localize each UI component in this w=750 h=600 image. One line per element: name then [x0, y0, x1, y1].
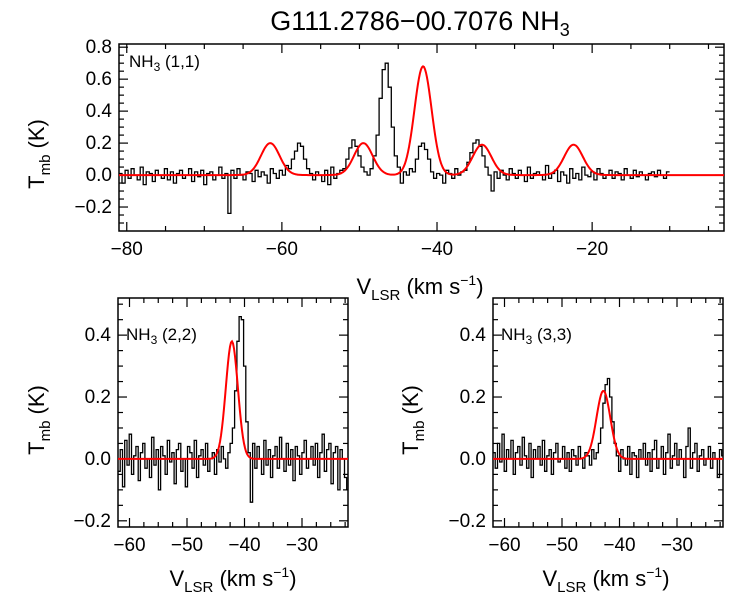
- nh3-22-xtick-label: −50: [171, 535, 203, 556]
- panel-nh3-11-label: NH3 (1,1): [129, 52, 200, 74]
- nh3-11-xtick-label: −80: [111, 239, 143, 260]
- panel-nh3-22-ylabel-main: T: [24, 441, 49, 454]
- panel-nh3-11-axes: [118, 43, 725, 232]
- panel-nh3-11-label-main: NH: [129, 52, 154, 71]
- panel-nh3-33-ylabel-sub: mb: [411, 421, 428, 442]
- panel-nh3-11-label-rest: (1,1): [160, 52, 200, 71]
- panel-nh3-11-xlabel-sub: LSR: [371, 287, 400, 304]
- panel-nh3-22-label: NH3 (2,2): [126, 325, 197, 347]
- nh3-33-ytick-label: 0.4: [460, 325, 487, 346]
- panel-nh3-33: −60 −50 −40 −30 −0.2 0.0 0.2 0.4 NH3 (3,3) VLSR…: [398, 297, 724, 596]
- panel-nh3-33-xlabel-sub: LSR: [557, 579, 586, 596]
- panel-nh3-11-label-sub: 3: [154, 60, 161, 74]
- panel-nh3-22-ylabel-sub: mb: [37, 421, 54, 442]
- panel-nh3-22-xlabel-end: ): [289, 566, 296, 591]
- panel-nh3-22-label-sub: 3: [151, 333, 158, 347]
- nh3-33-xtick-label: −30: [661, 535, 693, 556]
- nh3-11-frame: [118, 43, 725, 232]
- panel-nh3-22-xlabel-main: V: [169, 566, 184, 591]
- panel-nh3-33-ylabel: Tmb (K): [398, 385, 428, 455]
- nh3-11-ytick-label: 0.0: [86, 165, 112, 186]
- nh3-22-xtick-label: −60: [113, 535, 145, 556]
- panel-nh3-22-xlabel-sup: −1: [273, 564, 289, 580]
- panel-nh3-11: −80 −60 −40 −20 −0.2 0.0 0.2 0.4 0.6 0.8 NH3 (1,1…: [24, 37, 725, 304]
- panel-nh3-22-xlabel: VLSR (km s−1): [169, 564, 296, 596]
- nh3-22-ytick-label: 0.0: [85, 449, 111, 470]
- panel-nh3-22-fit-line: [118, 339, 348, 460]
- panel-nh3-33-ylabel-main: T: [398, 441, 423, 454]
- panel-nh3-33-xlabel-sup: −1: [646, 564, 662, 580]
- panel-nh3-33-xlabel-rest: (km s: [586, 566, 646, 591]
- panel-nh3-11-ylabel: Tmb (K): [24, 119, 54, 189]
- nh3-33-xtick-label: −40: [603, 535, 635, 556]
- panel-nh3-11-ylabel-main: T: [24, 175, 49, 188]
- panel-nh3-33-label-sub: 3: [526, 333, 533, 347]
- panel-nh3-33-label-rest: (3,3): [532, 325, 572, 344]
- panel-nh3-33-spectrum-line: [493, 377, 723, 479]
- nh3-33-ytick-label: −0.2: [448, 511, 486, 532]
- panel-nh3-33-label-main: NH: [501, 325, 526, 344]
- panel-nh3-11-xlabel-main: V: [356, 274, 371, 299]
- panel-nh3-33-xlabel: VLSR (km s−1): [542, 564, 669, 596]
- panel-nh3-11-ylabel-sub: mb: [37, 155, 54, 176]
- panel-nh3-22-label-rest: (2,2): [157, 325, 197, 344]
- panel-nh3-11-ticks: −80 −60 −40 −20 −0.2 0.0 0.2 0.4 0.6 0.8: [74, 37, 724, 260]
- panel-nh3-11-ylabel-rest: (K): [24, 119, 49, 154]
- panel-nh3-33-xlabel-end: ): [662, 566, 669, 591]
- panel-nh3-22-ylabel: Tmb (K): [24, 385, 54, 455]
- nh3-22-ytick-label: 0.4: [85, 325, 112, 346]
- panel-nh3-22: −60 −50 −40 −30 −0.2 0.0 0.2 0.4 NH3 (2,2) VLSR…: [24, 297, 349, 596]
- panel-nh3-11-xlabel: VLSR (km s−1): [356, 272, 483, 304]
- nh3-11-ytick-label: 0.4: [86, 101, 113, 122]
- nh3-11-ytick-label: 0.6: [86, 69, 112, 90]
- nh3-33-xtick-label: −60: [488, 535, 520, 556]
- nh3-33-ytick-label: 0.0: [460, 449, 486, 470]
- nh3-22-ytick-label: −0.2: [73, 511, 111, 532]
- panel-nh3-22-xlabel-rest: (km s: [213, 566, 273, 591]
- panel-nh3-33-ylabel-rest: (K): [398, 385, 423, 420]
- panel-nh3-22-ticks: −60 −50 −40 −30 −0.2 0.0 0.2 0.4: [73, 298, 348, 556]
- panel-nh3-11-xlabel-sup: −1: [460, 272, 476, 288]
- nh3-11-ytick-label: −0.2: [74, 197, 112, 218]
- panel-nh3-11-xlabel-rest: (km s: [400, 274, 460, 299]
- panel-nh3-11-fit-line: [119, 65, 724, 177]
- panel-nh3-33-fit-line: [493, 389, 723, 460]
- panel-nh3-33-label: NH3 (3,3): [501, 325, 572, 347]
- figure-title-sub: 3: [560, 20, 570, 40]
- nh3-22-ytick-label: 0.2: [85, 387, 111, 408]
- panel-nh3-33-xlabel-main: V: [542, 566, 557, 591]
- nh3-22-xtick-label: −40: [228, 535, 260, 556]
- nh3-11-xtick-label: −20: [576, 239, 608, 260]
- nh3-11-xtick-label: −60: [266, 239, 298, 260]
- panel-nh3-22-label-main: NH: [126, 325, 151, 344]
- nh3-33-xtick-label: −50: [546, 535, 578, 556]
- panel-nh3-11-xlabel-end: ): [476, 274, 483, 299]
- nh3-22-xtick-label: −30: [286, 535, 318, 556]
- nh3-11-ytick-label: 0.8: [86, 37, 112, 58]
- figure-title: G111.2786−00.7076 NH3: [270, 6, 570, 40]
- panel-nh3-11-spectrum-line: [119, 62, 670, 215]
- panel-nh3-33-ticks: −60 −50 −40 −30 −0.2 0.0 0.2 0.4: [448, 298, 723, 556]
- panel-nh3-22-ylabel-rest: (K): [24, 385, 49, 420]
- panel-nh3-22-xlabel-sub: LSR: [184, 579, 213, 596]
- nh3-33-ytick-label: 0.2: [460, 387, 486, 408]
- figure-title-main: G111.2786−00.7076 NH: [270, 6, 559, 36]
- nh3-11-xtick-label: −40: [421, 239, 453, 260]
- nh3-11-ytick-label: 0.2: [86, 133, 112, 154]
